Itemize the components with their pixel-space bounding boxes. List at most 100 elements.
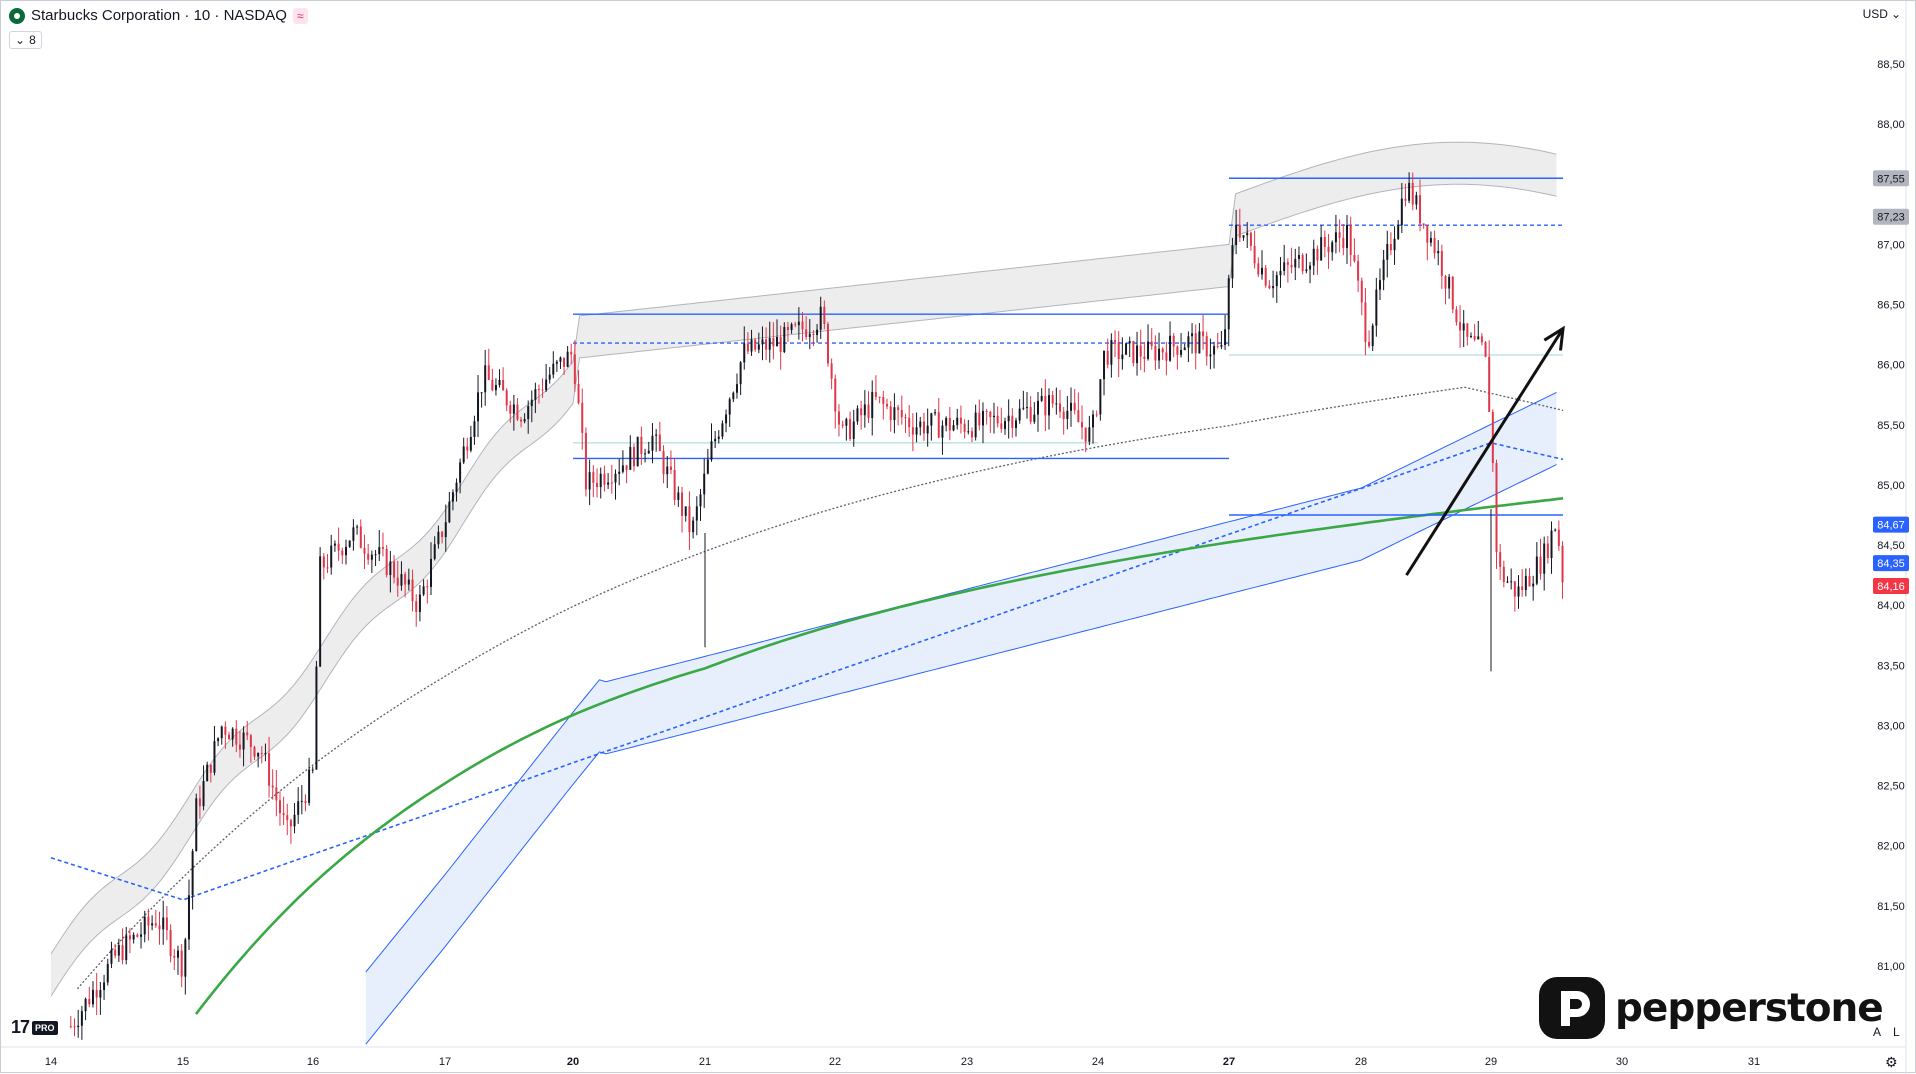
x-tick-label: 23 bbox=[961, 1056, 973, 1068]
candle-body bbox=[80, 1011, 83, 1026]
candle-body bbox=[315, 666, 318, 770]
candle-body bbox=[1309, 265, 1312, 270]
candle-body bbox=[717, 436, 720, 439]
candle-body bbox=[1524, 576, 1527, 591]
candle-body bbox=[765, 339, 768, 350]
candle-body bbox=[1546, 543, 1549, 558]
candle-body bbox=[596, 482, 599, 488]
axis-controls: A L bbox=[1873, 1025, 1900, 1039]
candle-body bbox=[363, 547, 366, 554]
candle-body bbox=[103, 982, 106, 990]
candle-body bbox=[162, 917, 165, 930]
candle-body bbox=[625, 465, 628, 470]
candle-body bbox=[502, 379, 505, 391]
candle-body bbox=[1139, 345, 1142, 357]
candle-body bbox=[1444, 275, 1447, 289]
log-scale-button[interactable]: L bbox=[1893, 1025, 1900, 1039]
x-tick-label: 21 bbox=[699, 1056, 711, 1068]
candle-body bbox=[345, 546, 347, 556]
candle-body bbox=[523, 419, 526, 422]
candle-body bbox=[1044, 395, 1047, 416]
candle-body bbox=[1128, 341, 1131, 344]
candle-body bbox=[191, 851, 194, 896]
candle-body bbox=[989, 411, 992, 418]
y-tick-label: 85,50 bbox=[1877, 420, 1905, 432]
candle-body bbox=[1426, 225, 1429, 243]
candle-body bbox=[455, 482, 458, 493]
y-tick-label: 84,50 bbox=[1877, 540, 1905, 552]
candle-body bbox=[541, 389, 544, 391]
candle-body bbox=[545, 379, 548, 391]
candle-body bbox=[559, 357, 562, 362]
candle-body bbox=[1176, 346, 1179, 355]
y-tick-label: 83,00 bbox=[1877, 720, 1905, 732]
gear-icon[interactable]: ⚙ bbox=[1885, 1054, 1898, 1070]
candle-body bbox=[688, 506, 691, 533]
candle-body bbox=[710, 441, 713, 460]
candle-body bbox=[1382, 259, 1385, 281]
candle-body bbox=[588, 472, 591, 490]
x-tick-label: 20 bbox=[567, 1056, 579, 1068]
candle-body bbox=[1022, 407, 1025, 409]
candle-body bbox=[341, 550, 344, 556]
candle-body bbox=[563, 357, 566, 367]
candle-body bbox=[448, 501, 451, 523]
tradingview-logo[interactable]: 17 PRO bbox=[11, 1017, 58, 1038]
candle-body bbox=[426, 586, 429, 588]
candle-body bbox=[607, 482, 610, 485]
candle-body bbox=[735, 384, 738, 393]
candle-body bbox=[647, 450, 650, 454]
y-tick-label: 82,50 bbox=[1877, 781, 1905, 793]
candle-body bbox=[1294, 258, 1297, 268]
y-tick-label: 83,50 bbox=[1877, 660, 1905, 672]
x-tick-label: 27 bbox=[1223, 1056, 1235, 1068]
candle-body bbox=[1286, 262, 1289, 265]
candle-body bbox=[739, 362, 742, 385]
candle-body bbox=[407, 579, 410, 585]
candle-body bbox=[1320, 237, 1323, 261]
candle-body bbox=[644, 453, 647, 455]
candle-body bbox=[1117, 341, 1120, 360]
candle-body bbox=[1059, 403, 1062, 412]
price-tag-label: 87,23 bbox=[1877, 212, 1905, 224]
candle-body bbox=[1371, 325, 1374, 347]
x-tick-label: 29 bbox=[1485, 1056, 1497, 1068]
candle-body bbox=[651, 435, 654, 451]
candle-body bbox=[1393, 238, 1396, 251]
candle-body bbox=[1037, 400, 1040, 415]
candle-body bbox=[367, 553, 370, 560]
symbol-title[interactable]: Starbucks Corporation · 10 · NASDAQ bbox=[31, 7, 287, 24]
currency-selector[interactable]: USD ⌄ bbox=[1863, 7, 1901, 21]
candle-body bbox=[1220, 345, 1223, 347]
candle-body bbox=[584, 432, 587, 490]
price-tag-gray bbox=[1873, 208, 1909, 225]
candle-body bbox=[632, 447, 635, 467]
candle-body bbox=[444, 522, 447, 538]
candle-body bbox=[1033, 414, 1036, 422]
candle-body bbox=[941, 425, 944, 438]
candle-body bbox=[959, 417, 962, 424]
indicator-toggle[interactable]: ⌄ 8 bbox=[9, 31, 42, 49]
gray-band-upper bbox=[50, 141, 1557, 955]
candle-body bbox=[224, 726, 227, 735]
candle-body bbox=[1528, 576, 1531, 587]
auto-scale-button[interactable]: A bbox=[1873, 1025, 1882, 1039]
candle-body bbox=[1264, 267, 1267, 286]
candle-body bbox=[867, 404, 870, 419]
wave-icon[interactable]: ≈ bbox=[292, 7, 308, 24]
candle-body bbox=[1209, 354, 1212, 357]
candle-body bbox=[1411, 182, 1414, 205]
candle-body bbox=[451, 492, 454, 502]
candle-body bbox=[1535, 556, 1538, 584]
candle-body bbox=[1143, 356, 1146, 359]
candle-body bbox=[459, 462, 462, 483]
y-tick-label: 81,50 bbox=[1877, 901, 1905, 913]
candle-body bbox=[235, 728, 238, 745]
candle-body bbox=[1279, 270, 1282, 276]
candle-body bbox=[140, 934, 143, 937]
candle-body bbox=[95, 989, 98, 998]
candle-body bbox=[1114, 339, 1117, 342]
candle-body bbox=[1150, 341, 1153, 346]
